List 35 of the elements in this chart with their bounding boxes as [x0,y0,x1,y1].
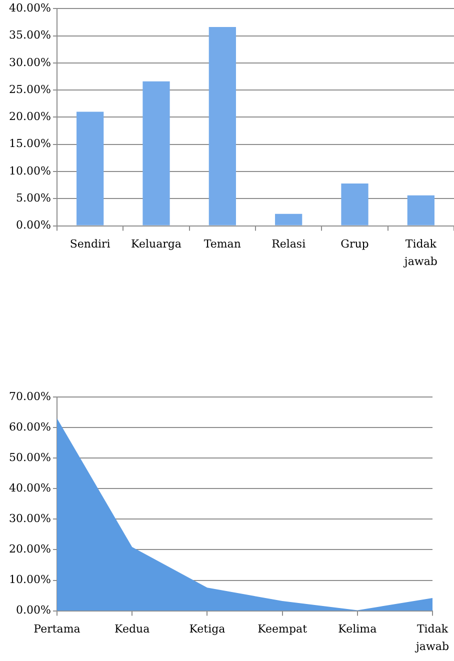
y-tick-label: 20.00% [9,110,51,124]
x-tick-label: Tidak jawab [414,622,449,654]
x-tick-label: Relasi [272,237,306,250]
y-tick-label: 35.00% [9,28,51,42]
y-tick-label: 30.00% [9,512,51,526]
x-tick-label: Keluarga [131,237,182,250]
y-tick-label: 15.00% [9,137,51,150]
x-tick-label: Grup [340,237,369,250]
bar [341,183,368,226]
bar [142,81,170,226]
y-tick-label: 25.00% [9,82,51,96]
y-tick-label: 0.00% [16,604,51,617]
y-tick-label: 0.00% [16,218,51,232]
y-tick-label: 10.00% [9,573,51,586]
bar [76,112,104,226]
x-tick-label: Keempat [258,622,308,636]
y-tick-label: 70.00% [9,390,51,403]
x-tick-label: Kelima [338,622,378,636]
y-tick-label: 20.00% [9,542,51,556]
bar [275,214,302,226]
x-tick-label: Sendiri [70,237,111,250]
bar [407,195,434,226]
y-tick-label: 40.00% [9,481,51,494]
x-tick-label: Ketiga [189,622,226,636]
y-tick-label: 50.00% [9,450,51,464]
y-tick-label: 30.00% [9,56,51,69]
y-tick-label: 40.00% [9,1,51,14]
x-tick-label: Kedua [114,622,150,636]
y-tick-label: 5.00% [16,192,51,205]
y-tick-label: 60.00% [9,420,51,434]
bar [208,27,236,226]
x-tick-label: Teman [204,237,241,250]
y-tick-label: 10.00% [9,164,51,178]
x-tick-label: Pertama [34,622,81,636]
x-tick-label: Tidak jawab [402,237,438,268]
